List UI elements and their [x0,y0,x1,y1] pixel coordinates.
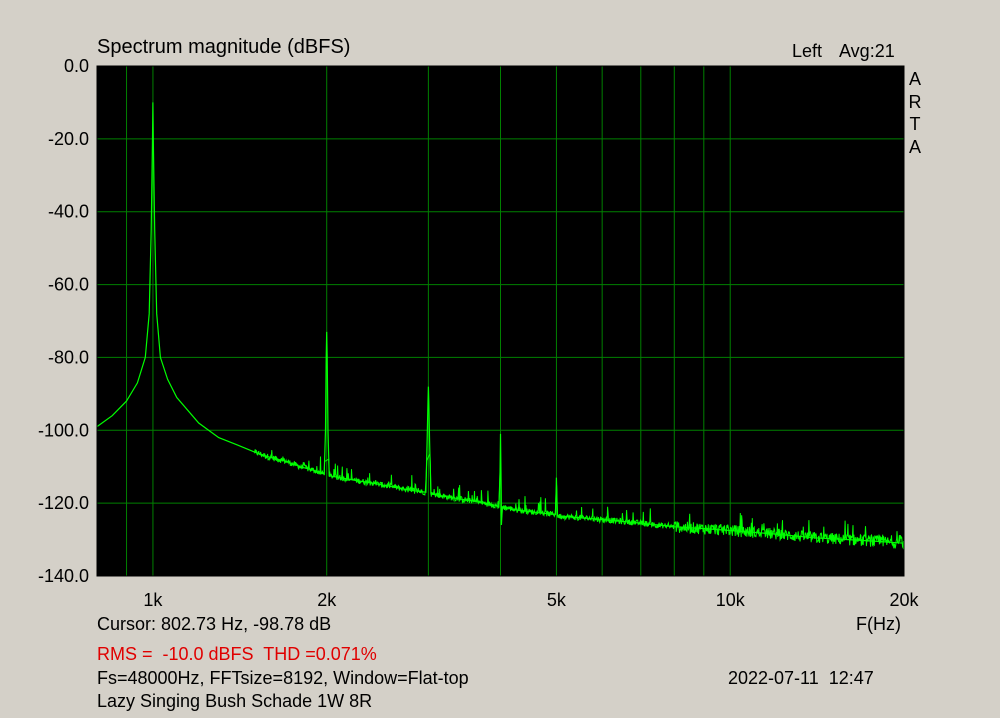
measurement-datetime: 2022-07-11 12:47 [728,668,874,688]
arta-brand: A R T A [908,68,922,158]
y-tick-label: -100.0 [38,420,89,440]
measurement-settings: Fs=48000Hz, FFTsize=8192, Window=Flat-to… [97,668,469,688]
y-tick-label: 0.0 [64,56,89,76]
x-axis-label: F(Hz) [856,614,901,634]
y-tick-label: -80.0 [48,347,89,367]
averaging-label: Avg:21 [839,41,895,61]
x-axis-ticks: 1k 2k 5k 10k 20k [143,590,919,610]
plot-border [96,65,905,577]
brand-letter: A [908,136,921,157]
y-tick-label: -20.0 [48,129,89,149]
channel-label: Left [792,41,823,61]
x-tick-label: 1k [143,590,163,610]
measurement-description: Lazy Singing Bush Schade 1W 8R [97,691,373,711]
y-tick-label: -120.0 [38,493,89,513]
chart-title: Spectrum magnitude (dBFS) [97,36,351,58]
x-tick-label: 20k [889,590,919,610]
noise-floor-trace [254,449,905,550]
y-tick-label: -40.0 [48,202,89,222]
y-tick-label: -60.0 [48,275,89,295]
x-tick-label: 5k [547,590,567,610]
cursor-readout: Cursor: 802.73 Hz, -98.78 dB [97,614,332,634]
brand-letter: R [908,91,922,112]
y-axis-ticks: 0.0 -20.0 -40.0 -60.0 -80.0 -100.0 -120.0 -140.… [38,56,89,586]
x-tick-label: 2k [317,590,337,610]
spectrum-trace-group [96,102,905,550]
brand-letter: T [909,114,921,134]
x-tick-label: 10k [716,590,746,610]
brand-letter: A [908,69,921,89]
rms-thd-readout: RMS = -10.0 dBFS THD =0.071% [97,644,377,664]
y-tick-label: -140.0 [38,566,89,586]
